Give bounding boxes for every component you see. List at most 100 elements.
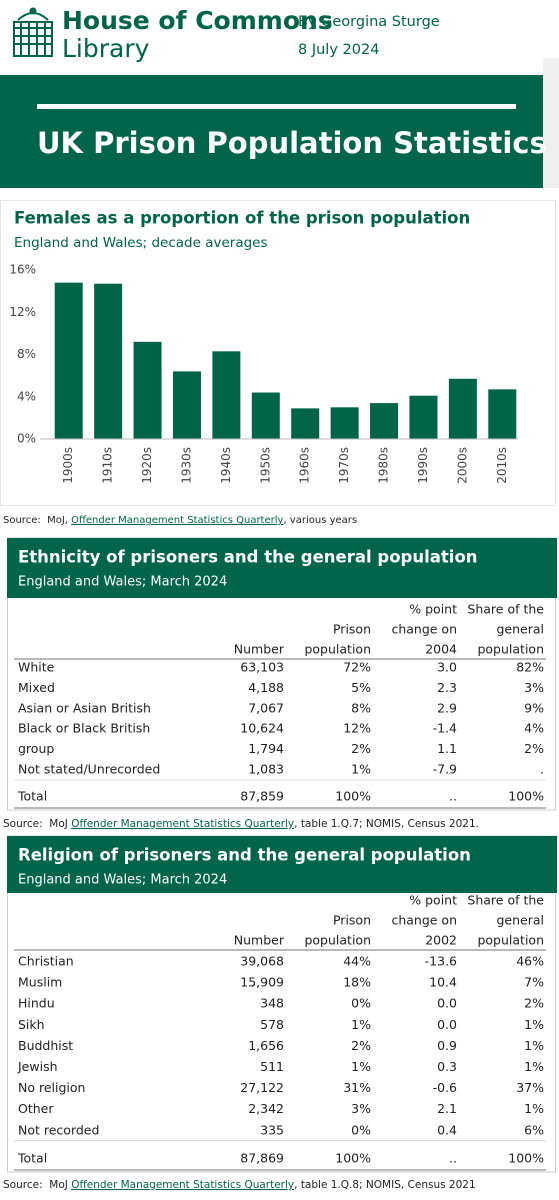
bar <box>488 389 517 439</box>
x-tick-label: 1950s <box>258 447 272 484</box>
row-label: group <box>18 741 54 756</box>
table-cell: 335 <box>260 1122 284 1137</box>
table-cell: 8% <box>351 700 371 715</box>
author: By Georgina Sturge <box>298 14 440 30</box>
bar <box>370 403 399 439</box>
y-tick-label: 12% <box>9 305 36 319</box>
table-cell: 3% <box>524 680 544 695</box>
table-cell: 37% <box>516 1080 544 1095</box>
column-header: Number <box>234 642 285 657</box>
source: Source: MoJ, Offender Management Statist… <box>3 515 357 526</box>
column-header: population <box>477 642 544 657</box>
table-cell: 82% <box>516 660 544 675</box>
row-label: Total <box>17 1151 47 1166</box>
table-cell: 100% <box>335 789 371 804</box>
source-link[interactable]: Offender Management Statistics Quarterly <box>71 1179 294 1191</box>
bar <box>94 283 123 439</box>
column-header: 2002 <box>425 933 457 948</box>
source-link[interactable]: Offender Management Statistics Quarterly <box>71 515 283 526</box>
source-text: Source: MoJ <box>3 1179 71 1191</box>
table-cell: 2% <box>524 996 544 1011</box>
table-cell: 10.4 <box>429 975 457 990</box>
chart-panel <box>0 200 556 506</box>
bar <box>330 407 359 439</box>
table-cell: 3.0 <box>437 660 457 675</box>
row-label: Not stated/Unrecorded <box>18 762 160 777</box>
table-cell: 44% <box>343 954 371 969</box>
y-tick-label: 0% <box>17 432 36 446</box>
column-header: Prison <box>333 622 371 637</box>
logo-text: House of Commons <box>62 6 333 35</box>
row-label: Asian or Asian British <box>18 700 151 715</box>
table-cell: 511 <box>260 1059 284 1074</box>
table-cell: 31% <box>343 1080 371 1095</box>
source-text: , table 1.Q.8; NOMIS, Census 2021 <box>294 1179 476 1191</box>
banner-rule <box>37 104 516 109</box>
banner-edge <box>543 58 559 188</box>
source-link[interactable]: Offender Management Statistics Quarterly <box>71 818 294 830</box>
table-cell: 1% <box>351 1059 371 1074</box>
logo-icon <box>13 7 53 57</box>
x-tick-label: 2000s <box>455 447 469 484</box>
bar <box>172 371 201 439</box>
table-cell: 1% <box>524 1038 544 1053</box>
logo-text: Library <box>62 34 150 63</box>
row-label: Hindu <box>18 996 55 1011</box>
table-cell: 1% <box>351 762 371 777</box>
table-cell: 18% <box>343 975 371 990</box>
column-header: general <box>496 913 544 928</box>
table-cell: 87,869 <box>240 1151 284 1166</box>
table-cell: 2.9 <box>437 700 457 715</box>
table-cell: 72% <box>343 660 371 675</box>
row-label: Total <box>17 789 47 804</box>
table-cell: 1% <box>524 1059 544 1074</box>
table-cell: 1,794 <box>248 741 284 756</box>
x-tick-label: 1930s <box>179 447 193 484</box>
y-tick-label: 4% <box>17 389 36 403</box>
table-cell: 0% <box>351 996 371 1011</box>
column-header: 2004 <box>425 642 457 657</box>
column-header: Share of the <box>467 893 544 908</box>
table-cell: 1.1 <box>437 741 457 756</box>
row-label: Jewish <box>17 1059 58 1074</box>
bar <box>212 351 241 439</box>
table-cell: 578 <box>260 1017 284 1032</box>
table-cell: 0.4 <box>437 1122 457 1137</box>
bar <box>251 392 280 439</box>
table-cell: 348 <box>260 996 284 1011</box>
x-tick-label: 1980s <box>377 447 391 484</box>
table-cell: 2.3 <box>437 680 457 695</box>
date: 8 July 2024 <box>298 42 379 58</box>
x-tick-label: 1960s <box>298 447 312 484</box>
table-cell: 2% <box>351 741 371 756</box>
source-text: Source: MoJ <box>3 818 71 830</box>
table-cell: 1% <box>524 1017 544 1032</box>
table-cell: .. <box>449 789 457 804</box>
table-cell: 0.3 <box>437 1059 457 1074</box>
column-header: general <box>496 622 544 637</box>
table-cell: 0.0 <box>437 996 457 1011</box>
table-cell: 0.9 <box>437 1038 457 1053</box>
table-cell: 10,624 <box>240 721 284 736</box>
table-cell: 1% <box>524 1101 544 1116</box>
chart-subtitle: England and Wales; decade averages <box>14 235 268 251</box>
banner <box>0 75 543 188</box>
bar <box>448 378 477 439</box>
column-header: % point <box>409 602 457 617</box>
source-text: , various years <box>283 515 357 526</box>
table-cell: 7,067 <box>248 700 284 715</box>
table-cell: . <box>540 762 544 777</box>
column-header: change on <box>391 913 457 928</box>
table-cell: 15,909 <box>240 975 284 990</box>
table-cell: 100% <box>508 789 544 804</box>
table-cell: 87,859 <box>240 789 284 804</box>
table-cell: 2% <box>351 1038 371 1053</box>
table-cell: 9% <box>524 700 544 715</box>
source-text: Source: MoJ, <box>3 515 71 526</box>
y-tick-label: 8% <box>17 347 36 361</box>
chart-title: Females as a proportion of the prison po… <box>14 209 470 228</box>
table-cell: -1.4 <box>433 721 457 736</box>
table-header-band <box>7 836 557 893</box>
bar <box>409 395 438 439</box>
